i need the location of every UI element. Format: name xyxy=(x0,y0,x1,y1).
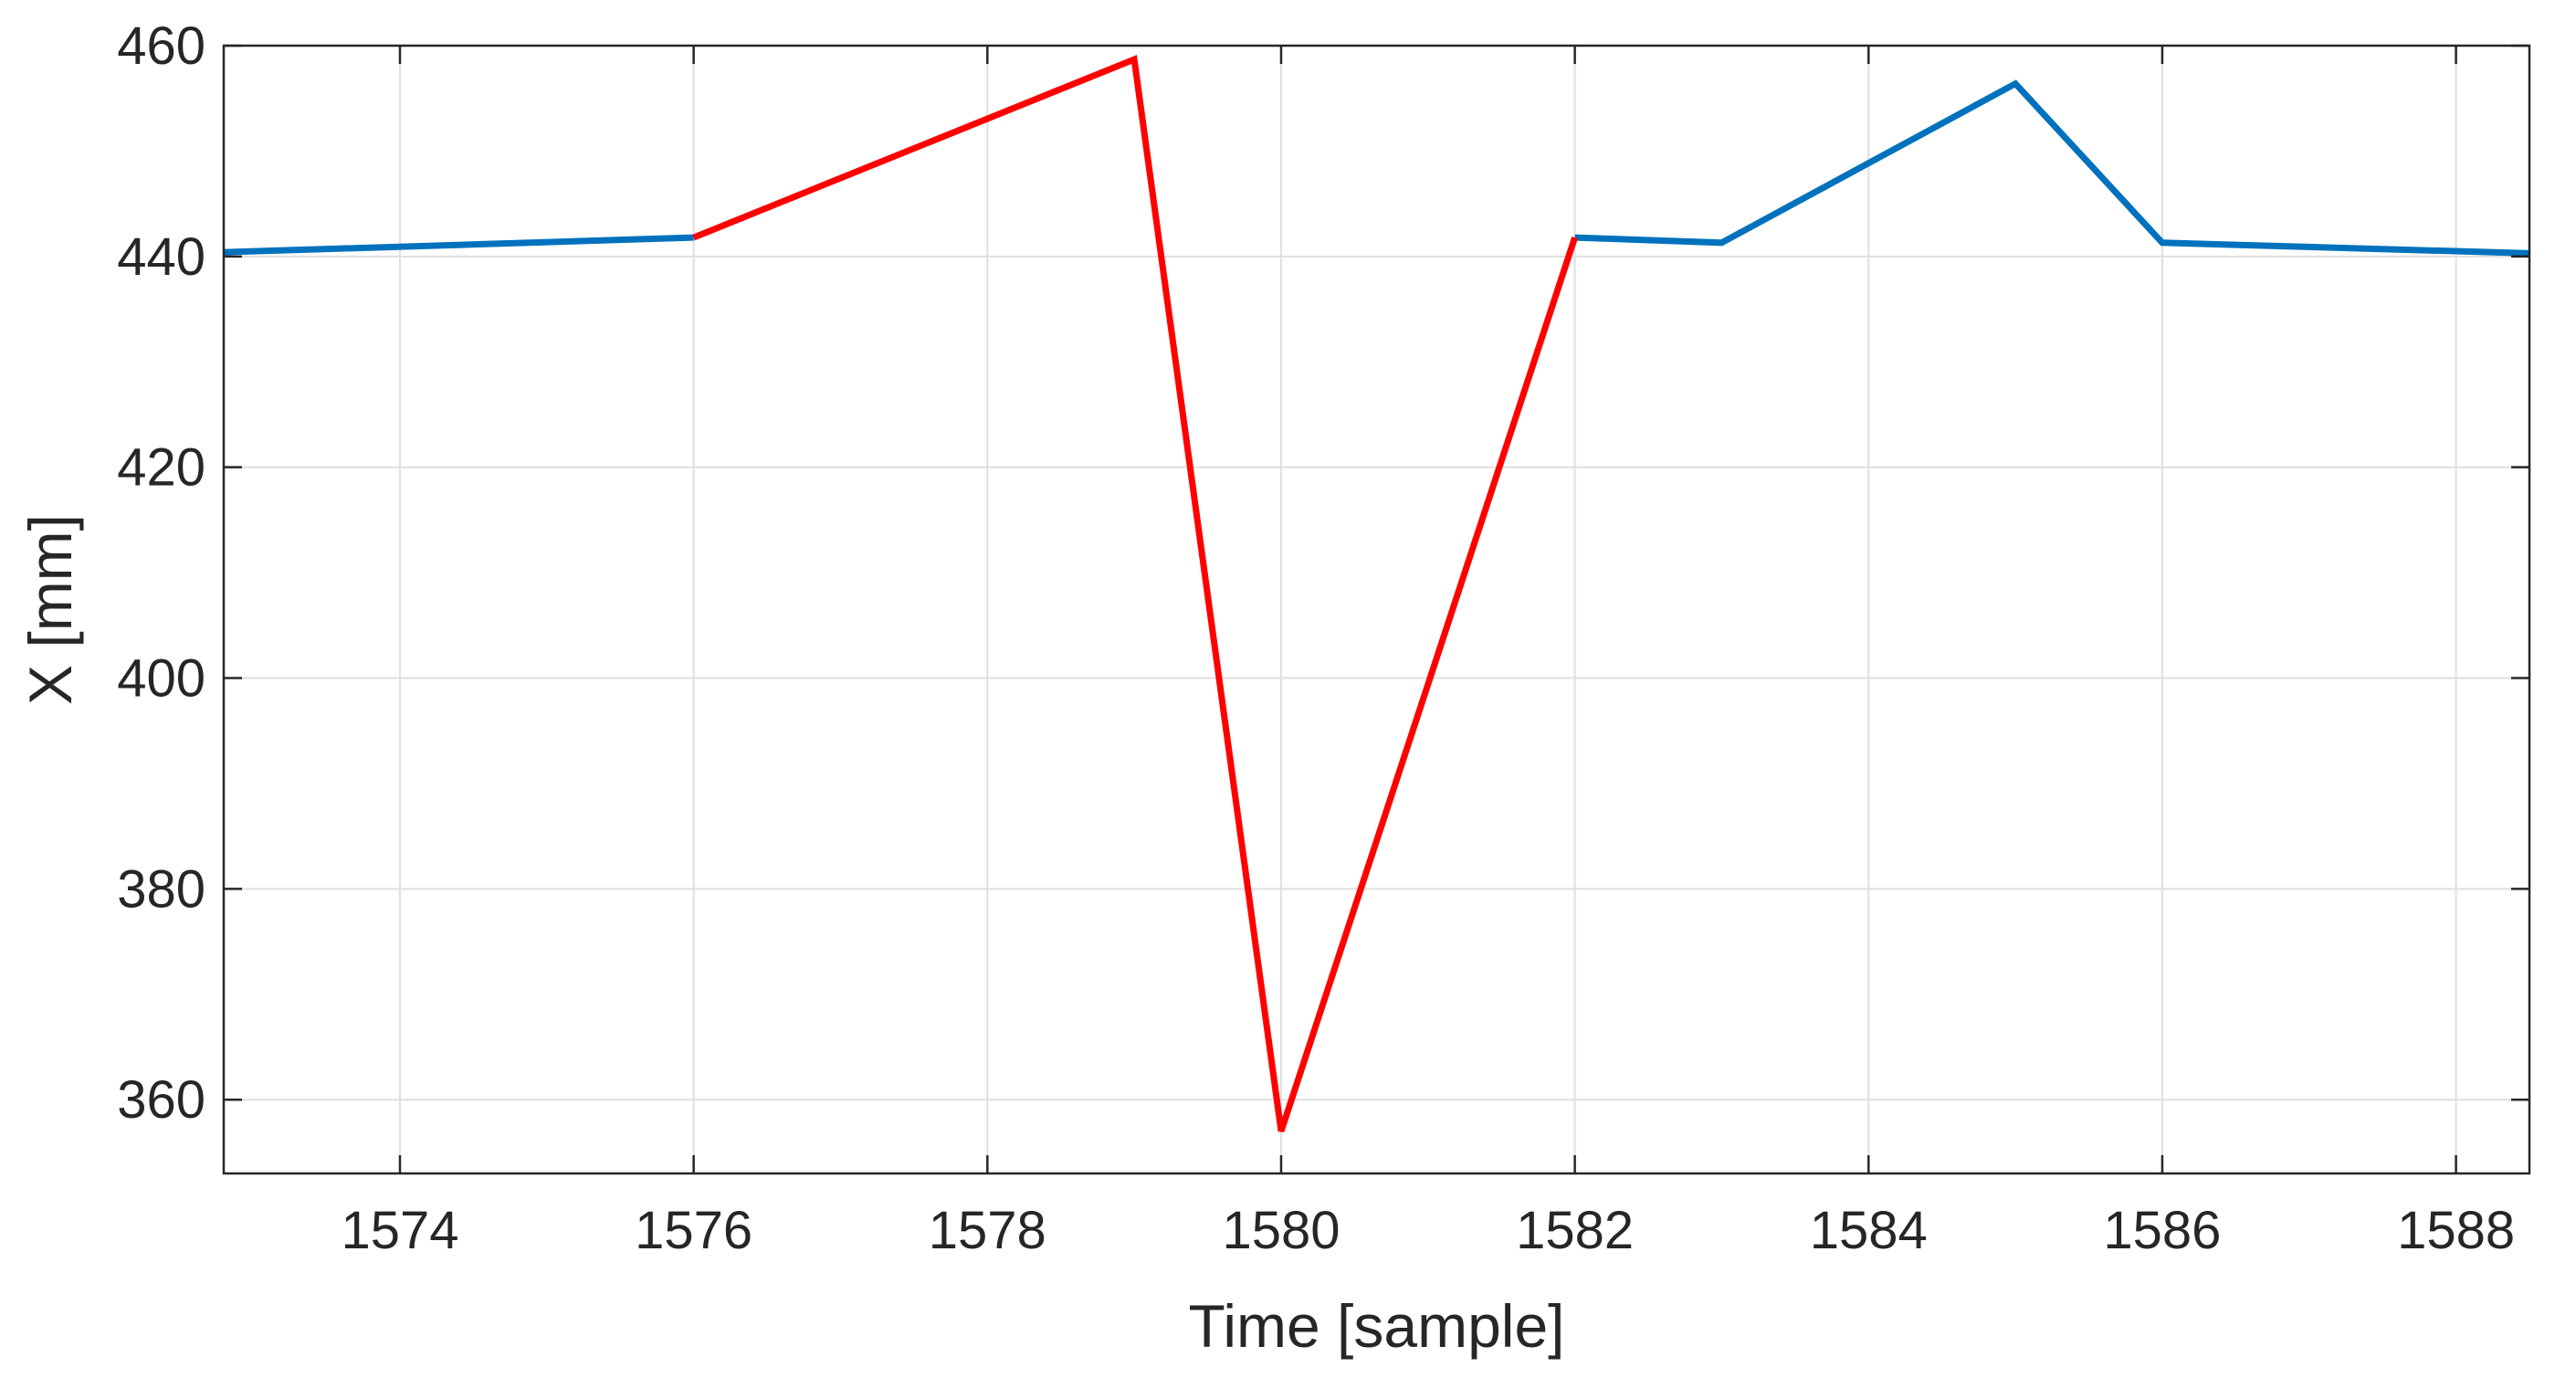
blue-series-line xyxy=(1574,79,2530,257)
x-tick-label: 1574 xyxy=(341,1201,458,1260)
y-tick-label: 380 xyxy=(117,859,205,919)
x-tick-label: 1576 xyxy=(635,1201,752,1260)
y-tick-label: 440 xyxy=(117,227,205,287)
y-tick-label: 360 xyxy=(117,1070,205,1130)
y-tick-label: 420 xyxy=(117,438,205,498)
y-tick-label: 460 xyxy=(117,16,205,76)
axis-ticks xyxy=(224,44,2529,1173)
x-tick-label: 1584 xyxy=(1810,1201,1928,1260)
blue-series-line xyxy=(223,234,694,256)
x-tick-label: 1588 xyxy=(2397,1201,2515,1260)
tick-labels: 1574 1576 1578 1580 1582 1584 1586 1588 360 380 40… xyxy=(117,16,2515,1260)
grid xyxy=(224,45,2529,1173)
x-tick-label: 1582 xyxy=(1516,1201,1634,1260)
y-axis-label: X [mm] xyxy=(16,514,84,705)
x-tick-label: 1586 xyxy=(2103,1201,2221,1260)
y-tick-label: 400 xyxy=(117,649,205,709)
x-tick-label: 1580 xyxy=(1222,1201,1340,1260)
series-lines xyxy=(223,55,2530,1132)
x-tick-label: 1578 xyxy=(929,1201,1046,1260)
red-series-line xyxy=(692,55,1578,1132)
plot-frame xyxy=(222,44,2531,1175)
x-axis-label: Time [sample] xyxy=(1189,1292,1565,1360)
